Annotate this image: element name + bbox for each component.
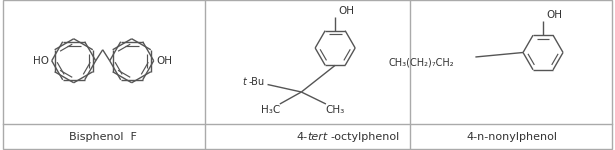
Text: OH: OH <box>338 6 354 16</box>
Text: t: t <box>243 77 247 87</box>
Text: 4-: 4- <box>296 132 308 142</box>
FancyBboxPatch shape <box>3 0 612 148</box>
Text: HO: HO <box>33 56 49 66</box>
Text: CH₃: CH₃ <box>325 105 345 115</box>
Text: Bisphenol  F: Bisphenol F <box>69 132 137 142</box>
Text: OH: OH <box>157 56 173 66</box>
Text: -Bu: -Bu <box>248 77 264 87</box>
Text: -octylphenol: -octylphenol <box>331 132 400 142</box>
Text: OH: OH <box>546 10 562 20</box>
Text: tert: tert <box>308 132 328 142</box>
Text: 4-n-nonylphenol: 4-n-nonylphenol <box>467 132 558 142</box>
Text: H₃C: H₃C <box>261 105 280 115</box>
Text: CH₃(CH₂)₇CH₂: CH₃(CH₂)₇CH₂ <box>388 58 454 68</box>
